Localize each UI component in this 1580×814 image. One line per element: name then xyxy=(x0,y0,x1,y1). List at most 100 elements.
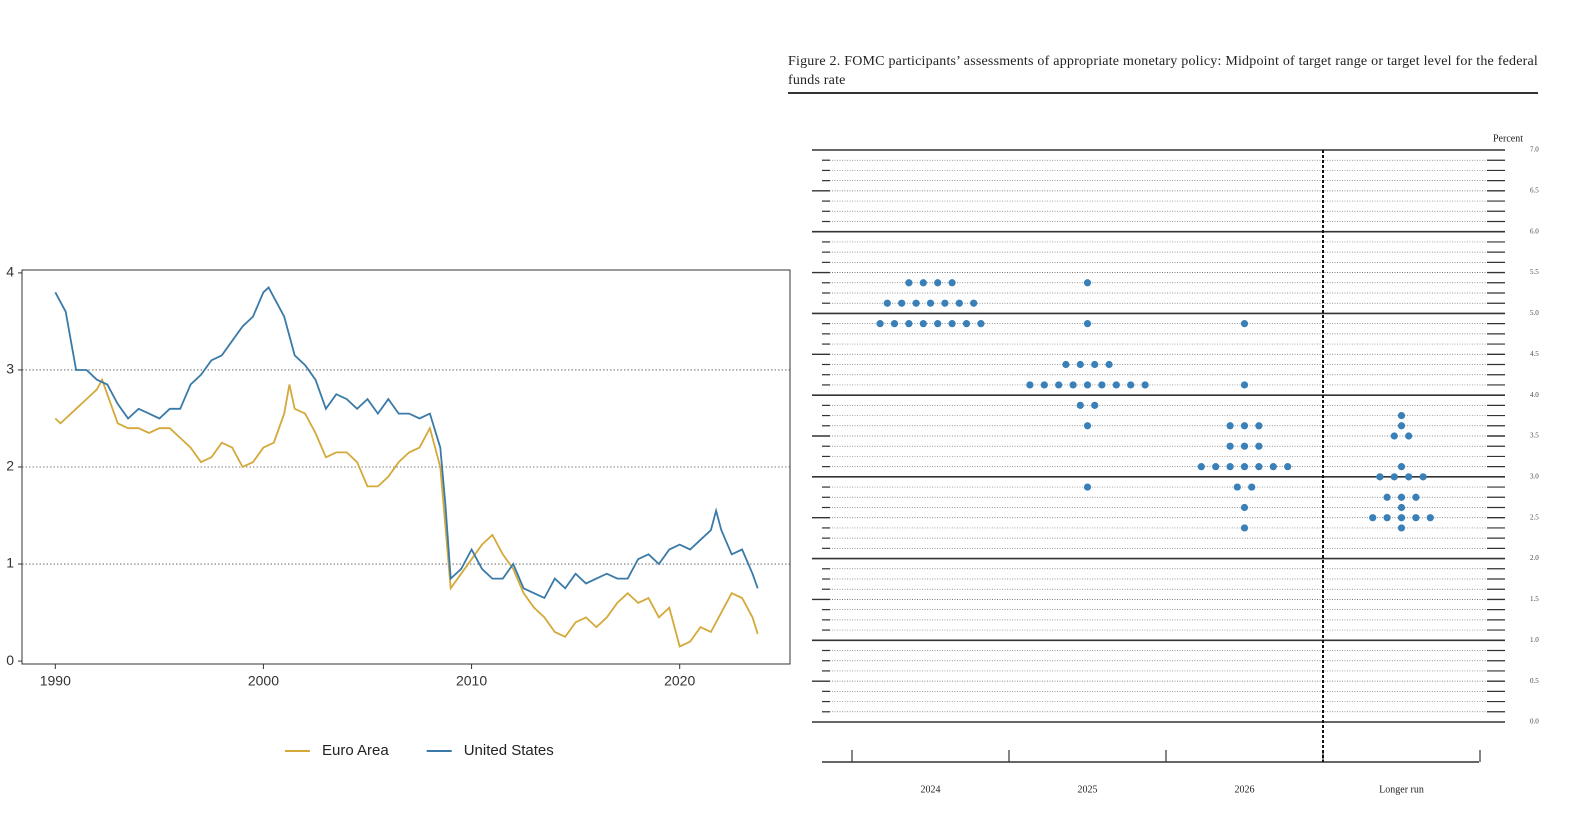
dot xyxy=(1397,422,1406,430)
dot xyxy=(912,299,920,307)
x-tick-label: 1990 xyxy=(40,673,71,689)
dot xyxy=(1226,442,1234,450)
x-tick-label: 2010 xyxy=(456,673,487,689)
dot xyxy=(1248,483,1256,491)
y-tick-label: 0 xyxy=(6,652,14,668)
dot xyxy=(1127,381,1135,389)
y-tick-label: 5.5 xyxy=(1530,268,1539,276)
dot xyxy=(955,299,963,307)
dot xyxy=(1141,381,1149,389)
dot xyxy=(1419,473,1427,481)
dot xyxy=(1083,483,1092,491)
dot xyxy=(1255,463,1263,471)
y-tick-label: 4.5 xyxy=(1530,350,1539,358)
x-tick-label: 2000 xyxy=(248,673,279,689)
dot xyxy=(1240,381,1249,389)
dot xyxy=(876,320,884,328)
dot xyxy=(1083,279,1092,287)
figure-title: Figure 2. FOMC participants’ assessments… xyxy=(788,54,1538,88)
plot-frame xyxy=(21,269,791,665)
series-line xyxy=(54,377,759,648)
dot xyxy=(1397,463,1406,471)
dot xyxy=(1076,401,1084,409)
dot xyxy=(1397,493,1406,501)
dot xyxy=(1083,381,1092,389)
dot xyxy=(1405,432,1413,440)
dot xyxy=(1083,320,1092,328)
dot xyxy=(883,299,891,307)
x-tick-label: 2025 xyxy=(1078,784,1098,795)
y-tick-label: 2 xyxy=(6,458,14,474)
x-tick-label: 2020 xyxy=(664,673,695,689)
y-tick-label: 0.0 xyxy=(1530,718,1539,726)
x-tick-label: Longer run xyxy=(1379,784,1424,795)
dot xyxy=(977,320,985,328)
dot xyxy=(1062,360,1070,369)
series-line xyxy=(54,286,759,600)
dot xyxy=(948,279,956,287)
dot xyxy=(1397,514,1406,522)
dot xyxy=(1098,381,1106,389)
y-tick-label: 6.0 xyxy=(1530,227,1539,235)
dot xyxy=(1112,381,1120,389)
dot xyxy=(1026,381,1034,389)
dot xyxy=(1269,463,1277,471)
x-tick-label: 2024 xyxy=(921,784,941,795)
dot xyxy=(898,299,906,307)
dot xyxy=(1226,463,1234,471)
y-tick-label: 3 xyxy=(6,361,14,377)
dot xyxy=(1226,422,1234,430)
dot xyxy=(1040,381,1048,389)
dot xyxy=(1397,411,1406,420)
dot xyxy=(1069,381,1077,389)
dot xyxy=(962,320,971,328)
dot xyxy=(1076,360,1084,369)
y-tick-label: 4.0 xyxy=(1530,391,1539,399)
y-tick-label: 7.0 xyxy=(1530,146,1539,154)
y-tick-label: 3.0 xyxy=(1530,472,1539,480)
y-tick-label: 2.5 xyxy=(1530,513,1539,521)
dot xyxy=(1091,401,1099,409)
dot xyxy=(1240,442,1249,450)
dot xyxy=(1255,442,1263,450)
dot xyxy=(1255,422,1263,430)
y-axis-label: Percent xyxy=(1493,133,1523,144)
dot xyxy=(1376,473,1384,481)
dot xyxy=(1212,463,1220,471)
y-tick-label: 2.0 xyxy=(1530,554,1539,562)
dot xyxy=(926,299,935,307)
dot xyxy=(905,320,913,328)
dot xyxy=(1055,381,1063,389)
y-tick-label: 1.0 xyxy=(1530,636,1539,644)
dot xyxy=(1197,463,1205,471)
legend-label: Euro Area xyxy=(322,742,389,759)
dot xyxy=(1284,463,1292,471)
dot xyxy=(1426,514,1434,522)
dot xyxy=(1383,514,1391,522)
dot xyxy=(1240,320,1249,328)
dot xyxy=(934,279,942,287)
y-tick-label: 4 xyxy=(6,264,14,280)
dot xyxy=(1412,514,1420,522)
dot xyxy=(1083,422,1092,430)
dot xyxy=(970,299,978,307)
dot xyxy=(890,320,899,328)
dot xyxy=(1240,422,1249,430)
x-tick-label: 2026 xyxy=(1235,784,1255,795)
dot xyxy=(1240,524,1249,532)
y-tick-label: 1.5 xyxy=(1530,595,1539,603)
dot xyxy=(1105,360,1113,369)
dot xyxy=(1412,493,1420,501)
y-tick-label: 0.5 xyxy=(1530,677,1539,685)
dot xyxy=(905,279,913,287)
dot xyxy=(1233,483,1241,491)
dot xyxy=(1240,463,1249,471)
dot xyxy=(934,320,942,328)
dot xyxy=(1240,503,1249,512)
dot xyxy=(1369,514,1377,522)
dot xyxy=(948,320,956,328)
y-tick-label: 3.5 xyxy=(1530,432,1539,440)
dot xyxy=(919,279,927,287)
dot xyxy=(941,299,949,307)
